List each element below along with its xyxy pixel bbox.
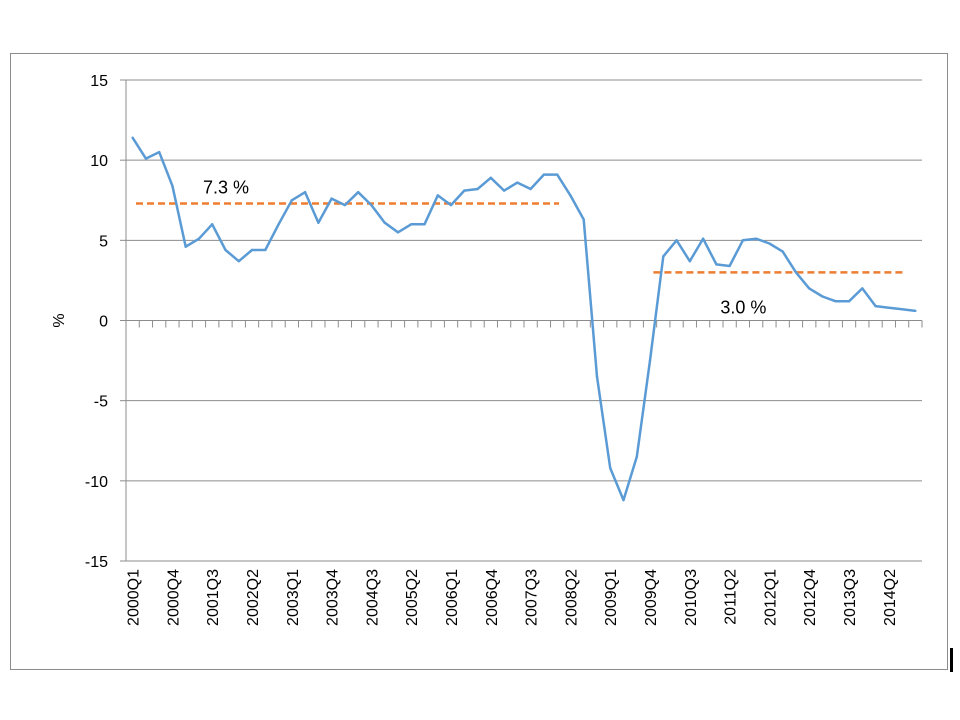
series-point <box>396 231 400 234</box>
series-point <box>277 223 280 226</box>
x-tick-label: 2013Q3 <box>842 569 859 626</box>
x-tick-label: 2006Q4 <box>484 569 501 626</box>
series-point <box>211 223 214 226</box>
x-tick-label: 2002Q2 <box>245 569 262 626</box>
series-point <box>874 304 877 308</box>
average-label: 3.0 % <box>720 297 766 317</box>
x-tick-label: 2003Q1 <box>285 569 302 626</box>
x-tick-label: 2012Q4 <box>802 569 819 626</box>
series-point <box>834 300 837 303</box>
series-point <box>555 173 559 176</box>
series-point <box>688 259 692 263</box>
series-point <box>609 466 612 470</box>
series-point <box>794 271 798 274</box>
series-point <box>768 242 771 245</box>
series-point <box>303 191 307 194</box>
series-point <box>635 455 638 458</box>
chart-frame <box>10 53 948 670</box>
series-point <box>317 221 320 224</box>
x-tick-label: 2003Q4 <box>325 569 342 626</box>
series-point <box>675 239 678 242</box>
x-tick-label: 2012Q1 <box>762 569 779 626</box>
x-tick-label: 2009Q1 <box>603 569 620 626</box>
y-tick-label: 15 <box>90 73 108 90</box>
series-point <box>808 287 811 290</box>
series-point <box>131 136 134 139</box>
series-point <box>502 189 506 192</box>
series-point <box>595 375 599 378</box>
x-tick-label: 2005Q2 <box>404 569 421 626</box>
y-tick-label: 5 <box>99 233 108 250</box>
series-point <box>224 248 227 252</box>
series-point <box>648 359 652 362</box>
series-point <box>781 250 784 253</box>
y-tick-label: 10 <box>90 153 108 170</box>
series-point <box>436 194 439 197</box>
series-point <box>847 300 851 303</box>
series-point <box>144 157 148 160</box>
series-point <box>715 263 718 266</box>
y-tick-label: -15 <box>85 554 108 571</box>
series-point <box>290 199 294 202</box>
series-point <box>410 223 413 226</box>
text-cursor-mark <box>950 648 953 672</box>
series-point <box>662 255 665 258</box>
series-point <box>370 203 373 207</box>
average-label: 7.3 % <box>203 177 249 197</box>
series-point <box>171 184 174 188</box>
series-point <box>701 237 705 240</box>
x-tick-label: 2001Q3 <box>205 569 222 626</box>
series-point <box>542 173 546 176</box>
y-tick-label: 0 <box>99 314 108 331</box>
x-tick-label: 2007Q3 <box>524 569 541 626</box>
series-point <box>356 191 360 194</box>
series-point <box>449 203 453 207</box>
x-tick-label: 2006Q1 <box>444 569 461 626</box>
series-point <box>622 498 625 502</box>
series-point <box>264 248 267 252</box>
series-point <box>900 308 904 311</box>
x-tick-label: 2004Q3 <box>364 569 381 626</box>
series-point <box>741 239 745 242</box>
series-point <box>250 248 254 252</box>
series-point <box>821 295 824 298</box>
series-point <box>423 223 426 226</box>
series-point <box>157 150 161 154</box>
series-point <box>237 259 240 263</box>
series-point <box>754 237 758 240</box>
x-tick-label: 2011Q2 <box>723 569 740 625</box>
series-point <box>516 181 519 184</box>
series-point <box>887 306 891 309</box>
x-tick-label: 2009Q4 <box>643 569 660 626</box>
series-point <box>383 221 386 224</box>
x-tick-label: 2000Q4 <box>165 569 182 626</box>
series-point <box>728 264 731 268</box>
y-tick-label: -5 <box>94 394 108 411</box>
series-point <box>861 287 864 290</box>
x-tick-label: 2010Q3 <box>683 569 700 626</box>
series-point <box>914 309 917 313</box>
y-axis-label: % <box>51 313 68 327</box>
series-point <box>489 176 493 180</box>
series-point <box>343 203 347 207</box>
x-tick-label: 2000Q1 <box>126 569 143 626</box>
y-tick-label: -10 <box>85 474 108 491</box>
series-point <box>197 237 201 240</box>
series-point <box>569 194 572 197</box>
x-tick-label: 2014Q2 <box>882 569 899 626</box>
series-point <box>529 187 532 191</box>
series-point <box>463 189 466 192</box>
x-tick-label: 2008Q2 <box>563 569 580 626</box>
series-line <box>131 137 916 502</box>
series-point <box>330 197 333 200</box>
series-point <box>476 187 479 191</box>
series-point <box>184 245 187 248</box>
series-point <box>582 218 585 221</box>
